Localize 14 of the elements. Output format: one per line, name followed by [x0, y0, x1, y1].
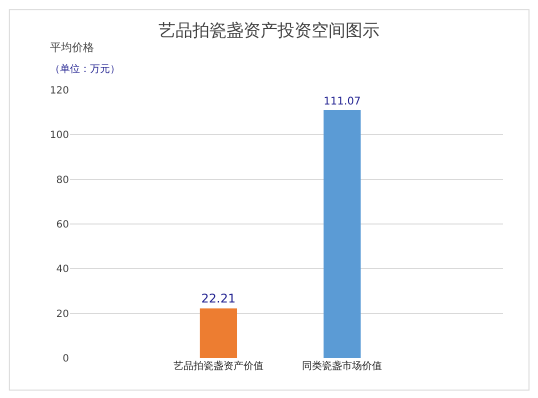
y-tick-label: 120	[50, 86, 69, 96]
text: （单位：万元）	[50, 63, 120, 75]
x-tick-label: 艺品拍瓷盏资产价值	[173, 360, 264, 372]
data-label: 111.07	[324, 95, 361, 108]
x-tick-label: 同类瓷盏市场价值	[302, 360, 382, 372]
y-tick-label: 40	[56, 264, 69, 276]
chart-title: 艺品拍瓷盏资产投资空间图示	[158, 20, 380, 41]
y-tick-label: 20	[56, 308, 69, 320]
y-tick-label: 100	[50, 130, 69, 142]
y-tick-label: 80	[56, 174, 69, 186]
y-tick-label: 60	[56, 220, 69, 230]
y-axis-title: 平均价格	[50, 41, 94, 54]
y-tick-label: 0	[62, 354, 69, 364]
data-label: 22.21	[201, 291, 236, 306]
